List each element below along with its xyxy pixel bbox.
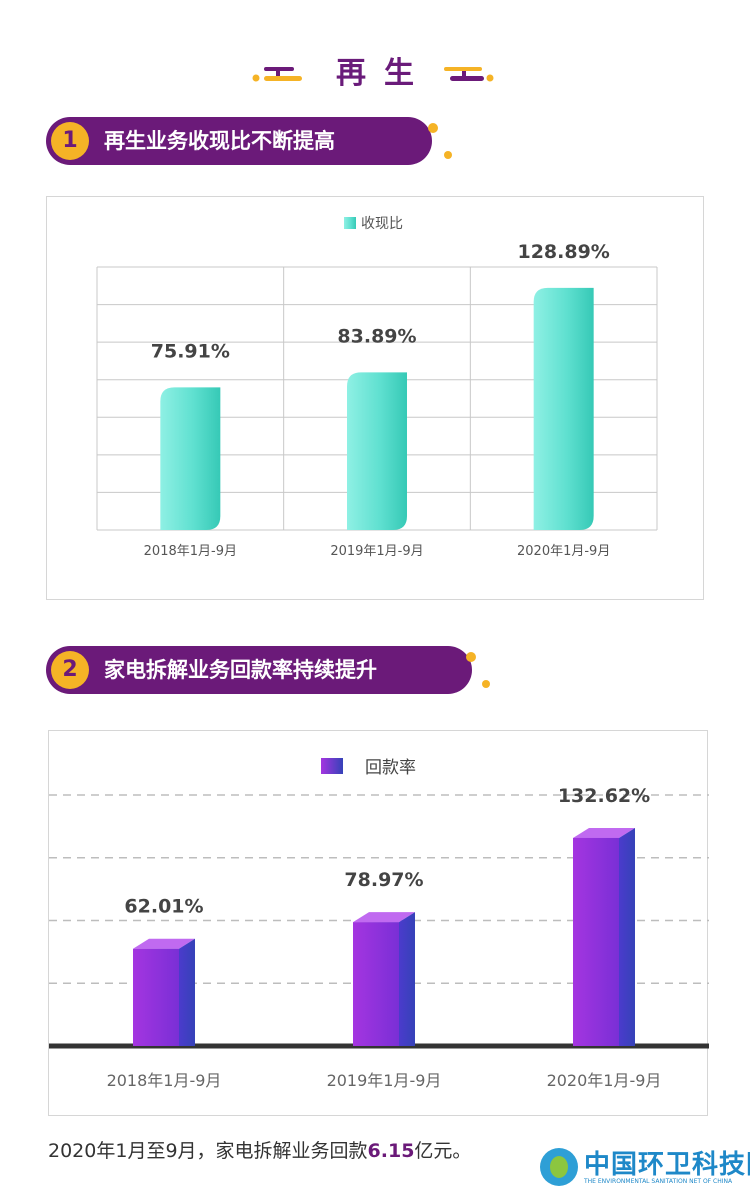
section-1-pill [46,117,401,165]
chart-2-category-label: 2020年1月-9月 [547,1071,662,1090]
section-1-dot [444,151,452,159]
chart-1-frame: 收现比 75.91% 83.89% 128.89% 2018年1月-9月 2019年1… [46,196,704,600]
section-2-dot [466,652,476,662]
title-ornament-right-icon [444,67,494,82]
section-2-header: 2 家电拆解业务回款率持续提升 [46,646,506,694]
chart-2-bar [353,922,399,1046]
title-ornament-left-icon [252,67,302,82]
section-1-header: 1 再生业务收现比不断提高 [46,117,466,165]
summary-note-highlight: 6.15 [367,1140,415,1162]
chart-2-bar-side [399,912,415,1046]
watermark-logo-icon [540,1148,578,1186]
watermark: 中国环卫科技网 THE ENVIRONMENTAL SANITATION NET… [540,1142,750,1194]
chart-1-bar [533,287,594,530]
chart-2-data-label: 62.01% [124,896,203,918]
summary-note-prefix: 2020年1月至9月，家电拆解业务回款 [48,1140,368,1162]
chart-1-bar [160,387,221,530]
chart-2-bar-top [573,827,635,838]
chart-2-data-label: 78.97% [344,869,423,891]
chart-1-legend-label: 收现比 [361,216,403,232]
chart-2-data-label: 132.62% [558,785,650,807]
chart-1-data-label: 128.89% [517,241,609,263]
chart-1-category-label: 2020年1月-9月 [517,544,610,559]
section-2-pill [46,646,441,694]
section-2-title: 家电拆解业务回款率持续提升 [104,658,377,682]
chart-2-category-label: 2019年1月-9月 [327,1071,442,1090]
chart-2-category-label: 2018年1月-9月 [107,1071,222,1090]
chart-2-legend-swatch [321,758,343,774]
chart-1: 收现比 75.91% 83.89% 128.89% 2018年1月-9月 2019年1… [96,216,658,559]
section-1-title: 再生业务收现比不断提高 [104,129,335,153]
chart-2-bar [573,837,619,1046]
chart-1-bar [347,372,407,530]
chart-1-legend-swatch [344,217,356,229]
watermark-subtitle: THE ENVIRONMENTAL SANITATION NET OF CHIN… [584,1178,733,1185]
section-1-pill-tail [386,117,432,165]
section-1-dot [428,123,438,133]
chart-1-data-label: 83.89% [337,325,416,347]
chart-2-bar [133,948,179,1046]
chart-2: 回款率 62.01% 78.97% 132.62% 2018年1月-9月 2019年1… [49,758,709,1090]
chart-2-bar-top [133,938,195,949]
page-header: 再生 [0,52,750,96]
page-title: 再生 [336,56,432,91]
watermark-name: 中国环卫科技网 [584,1150,750,1180]
section-2-number: 2 [51,651,89,689]
summary-note-suffix: 亿元。 [414,1140,472,1162]
chart-2-bar-side [619,827,635,1046]
section-2-dot [482,680,490,688]
chart-2-frame: 回款率 62.01% 78.97% 132.62% 2018年1月-9月 2019年1… [48,730,709,1116]
section-1-number: 1 [51,122,89,160]
chart-1-category-label: 2018年1月-9月 [144,544,237,559]
section-2-pill-tail [426,646,472,694]
chart-2-bar-top [353,912,415,923]
chart-1-category-label: 2019年1月-9月 [330,544,423,559]
chart-2-legend-label: 回款率 [365,758,416,778]
chart-1-data-label: 75.91% [151,340,230,362]
chart-2-bar-side [179,938,195,1046]
summary-note: 2020年1月至9月，家电拆解业务回款6.15亿元。 [48,1136,471,1163]
